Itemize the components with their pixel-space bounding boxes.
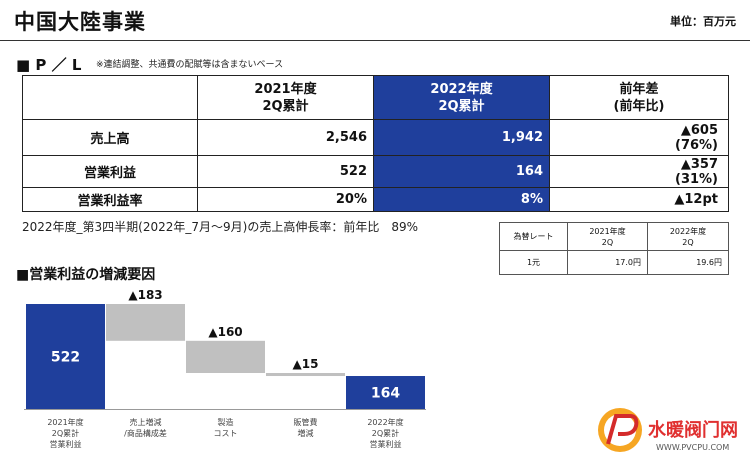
table-row: 営業利益率 20% 8% ▲12pt [22,187,729,212]
pl-header-diff-sub: (前年比) [613,98,665,114]
fx-row-label: 1元 [499,250,568,275]
pl-header-2022-period: 2Q累計 [438,98,485,114]
waterfall-bar [186,340,265,373]
fx-header-2021: 2021年度 2Q [567,222,648,251]
waterfall-category-label: 2Q累計 [52,428,79,438]
logo-inner-circle [604,414,636,446]
logo-url: WWW.PVCPU.COM [656,443,729,452]
pl-header-row: 2021年度 2Q累計 2022年度 2Q累計 前年差 (前年比) [22,75,729,120]
waterfall-bar [26,304,105,409]
waterfall-category-label: 2Q累計 [372,428,399,438]
value-diff: ▲605 (76%) [549,119,729,156]
logo-pv-glyph [606,414,639,445]
fx-rate-table: 為替レート 2021年度 2Q 2022年度 2Q 1元 17.0円 19.6円 [499,222,729,275]
diff-amount: ▲605 [680,122,718,138]
fx-header-2022: 2022年度 2Q [647,222,729,251]
fx-header-2021-year: 2021年度 [589,226,626,236]
value-2022: 8% [373,187,550,212]
waterfall-category-label: 営業利益 [370,439,402,449]
diff-amount: ▲357 [680,156,718,172]
unit-label: 単位：百万元 [670,15,736,28]
pl-heading: ■ P ／ L [16,56,82,74]
growth-note: 2022年度_第3四半期(2022年_7月～9月)の売上高伸長率：前年比 89% [22,220,419,234]
diff-ratio: (76%) [675,137,718,153]
waterfall-bar [346,376,425,409]
factors-heading: ■営業利益の増減要因 [16,267,156,283]
value-2022: 1,942 [373,119,550,156]
table-row: 売上高 2,546 1,942 ▲605 (76%) [22,119,729,156]
value-diff: ▲12pt [549,187,729,212]
row-label: 営業利益率 [22,187,198,212]
waterfall-category-label: 製造 [218,417,234,427]
waterfall-category-label: 2021年度 [47,417,83,427]
diff-ratio: (31%) [675,171,718,187]
fx-row: 1元 17.0円 19.6円 [499,250,729,275]
pl-header-2022-year: 2022年度 [430,81,493,97]
pl-header-2021-year: 2021年度 [254,81,317,97]
watermark-logo: 水暖阀门网 WWW.PVCPU.COM [598,408,738,452]
value-2021: 2,546 [197,119,374,156]
pl-header-diff-title: 前年差 [619,81,659,97]
fx-value-2021: 17.0円 [567,250,648,275]
waterfall-category-label: 販管費 [294,417,318,427]
waterfall-value-label: ▲160 [208,325,242,339]
waterfall-category-label: 増減 [298,428,314,438]
waterfall-chart: 5222021年度2Q累計営業利益▲183売上増減/商品構成差▲160製造コスト… [24,288,426,449]
fx-header-2022-period: 2Q [682,237,694,247]
title-divider [0,40,750,41]
pl-table: 2021年度 2Q累計 2022年度 2Q累計 前年差 (前年比) 売上高 2,… [22,75,729,212]
fx-value-2022: 19.6円 [647,250,729,275]
waterfall-category-label: /商品構成差 [124,428,167,438]
waterfall-bar [106,304,185,341]
value-diff: ▲357 (31%) [549,155,729,188]
waterfall-category-label: 売上増減 [130,417,162,427]
logo-text: 水暖阀门网 [648,419,738,441]
row-label: 営業利益 [22,155,198,188]
value-2022: 164 [373,155,550,188]
value-2021: 20% [197,187,374,212]
fx-header-2021-period: 2Q [601,237,614,247]
pl-header-2021-period: 2Q累計 [262,98,309,114]
pl-note: ※連結調整、共通費の配賦等は含まないベース [96,60,284,70]
pl-header-2021: 2021年度 2Q累計 [197,75,374,120]
waterfall-category-label: 2022年度 [367,417,403,427]
value-2021: 522 [197,155,374,188]
waterfall-category-label: コスト [214,429,238,438]
diff-amount: ▲12pt [674,192,718,207]
row-label: 売上高 [22,119,198,156]
waterfall-bar [266,372,345,377]
pl-header-diff: 前年差 (前年比) [549,75,729,120]
pl-header-empty [22,75,198,120]
waterfall-value-label: ▲15 [293,357,319,371]
fx-header-label: 為替レート [499,222,568,251]
waterfall-value-label: 164 [371,386,400,402]
fx-header-2022-year: 2022年度 [669,226,707,236]
waterfall-value-label: ▲183 [128,288,162,302]
page-title: 中国大陸事業 [14,10,146,34]
table-row: 営業利益 522 164 ▲357 (31%) [22,155,729,188]
waterfall-category-label: 営業利益 [50,439,82,449]
pl-header-2022: 2022年度 2Q累計 [373,75,550,120]
fx-header-row: 為替レート 2021年度 2Q 2022年度 2Q [499,222,729,251]
waterfall-value-label: 522 [51,350,80,366]
